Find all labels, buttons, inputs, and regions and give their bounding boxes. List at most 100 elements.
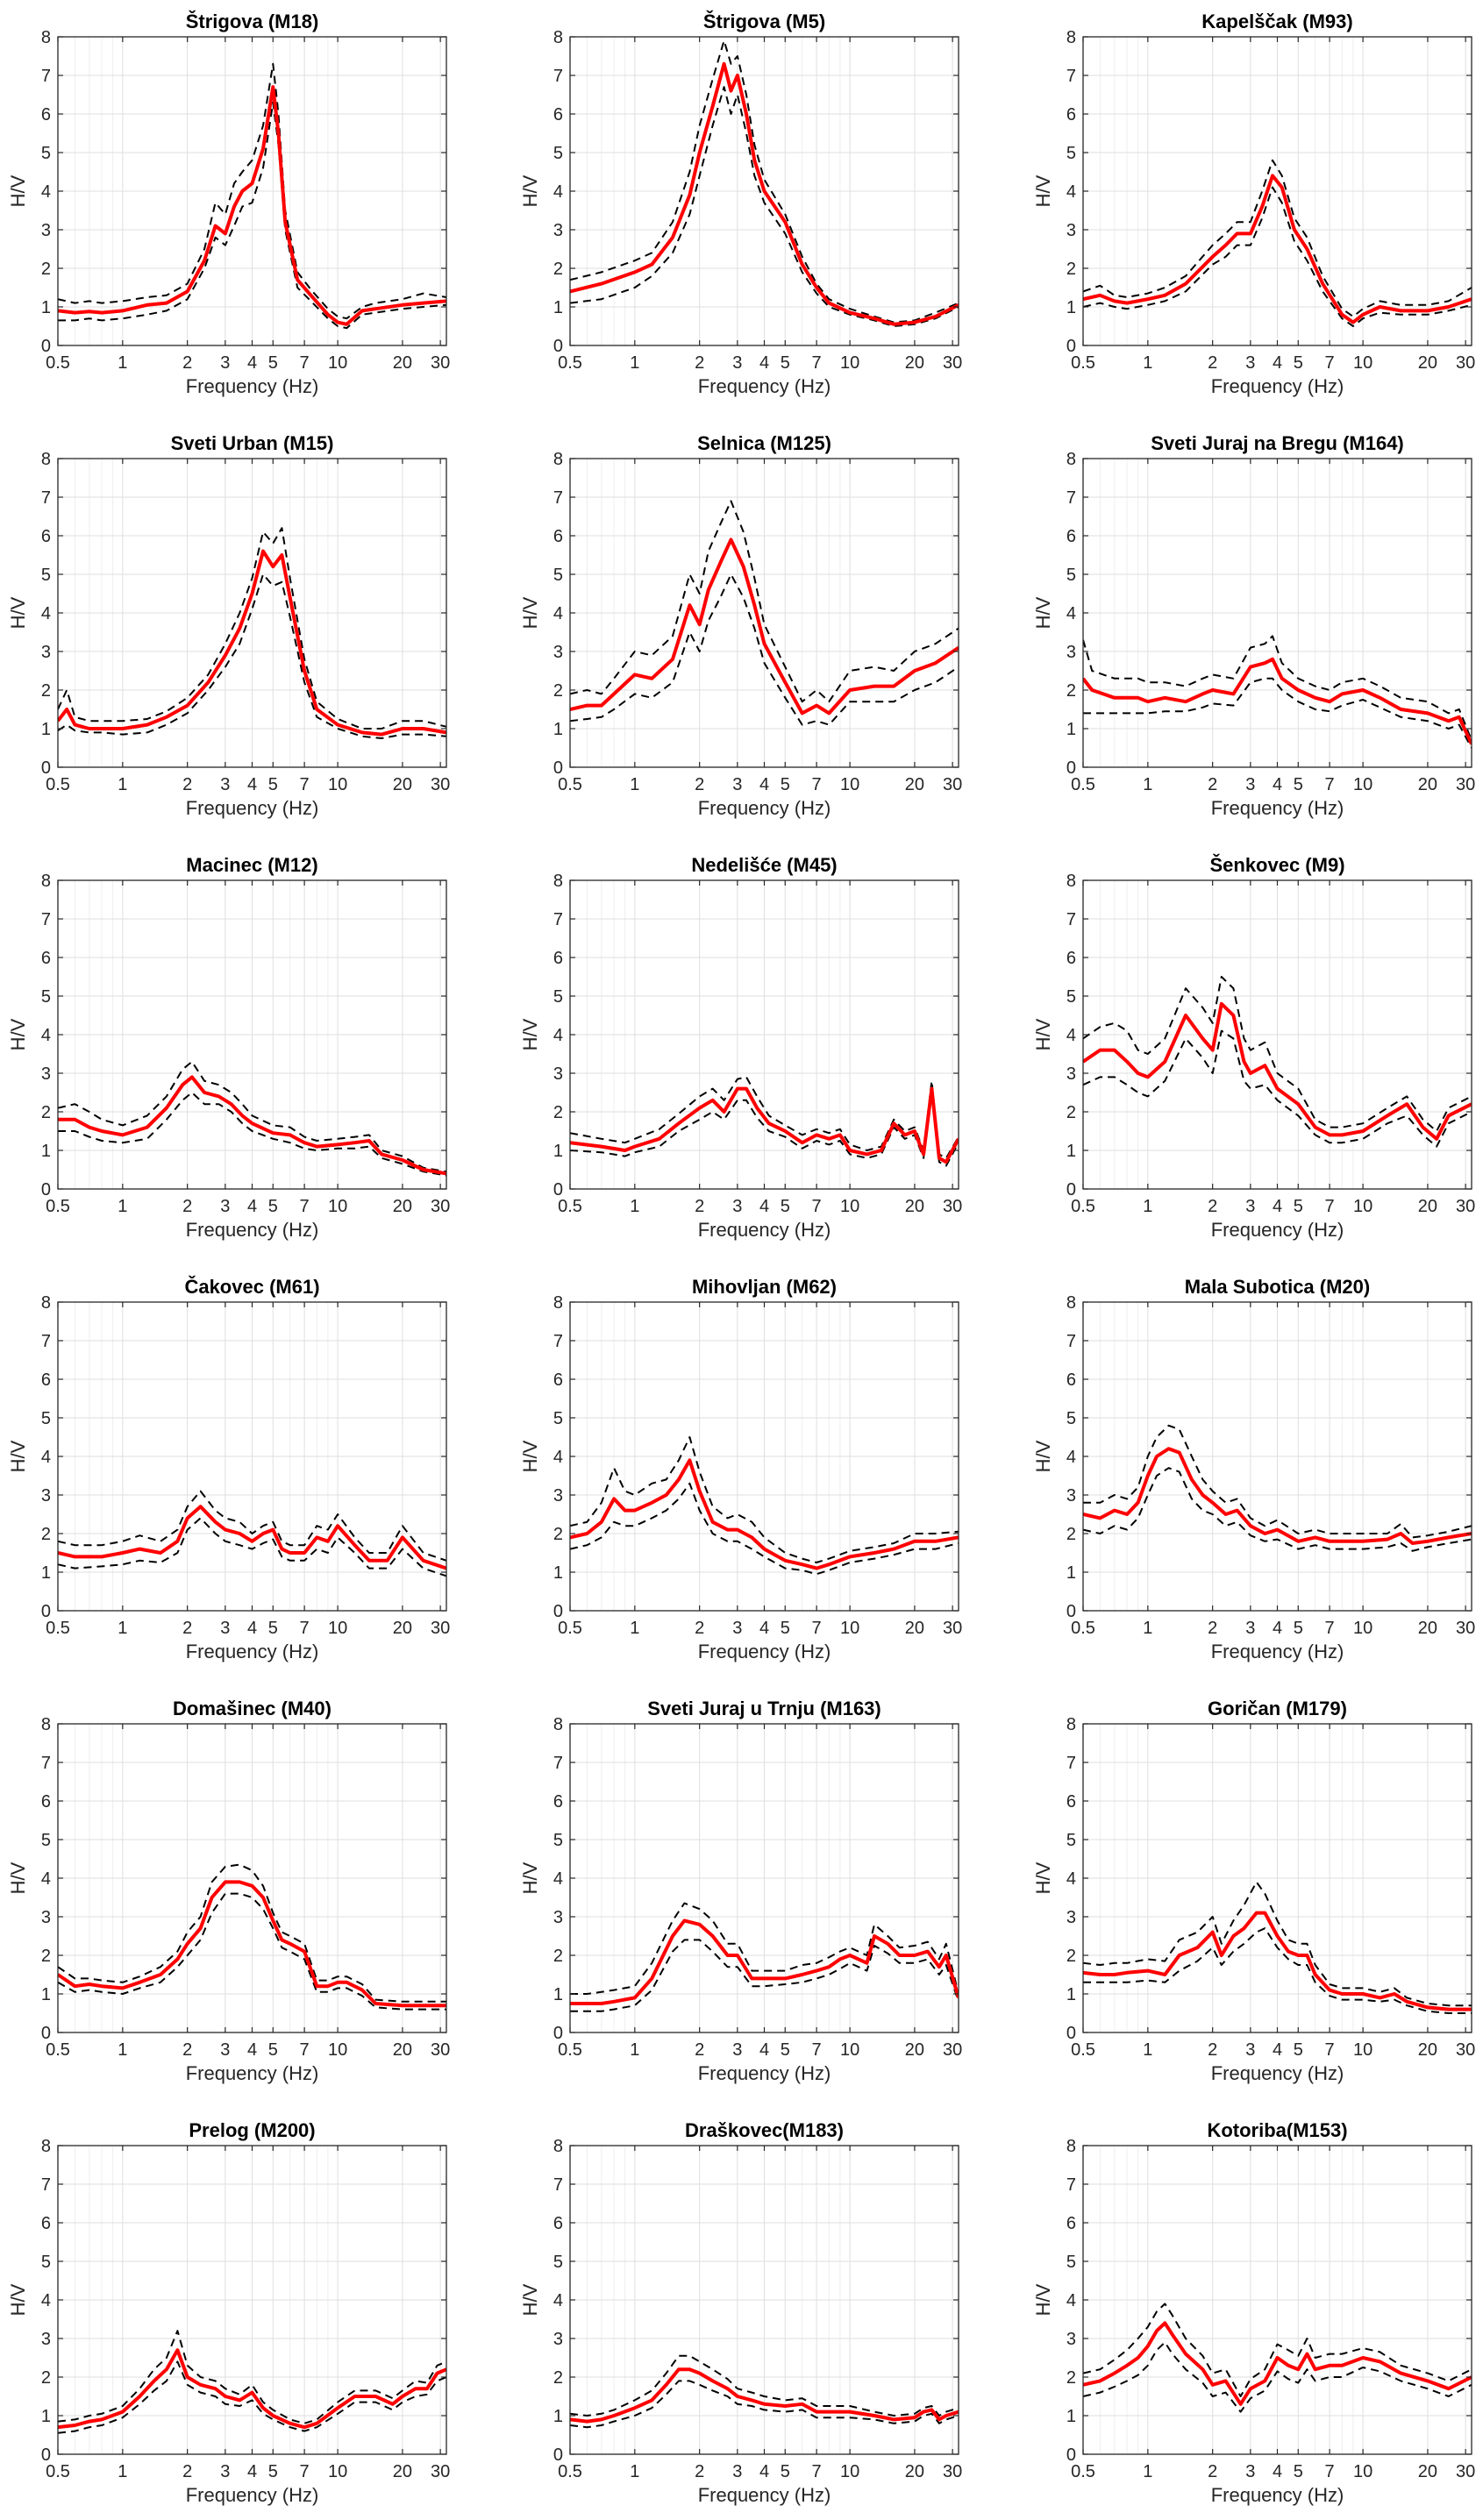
y-tick-label: 1 — [1066, 1985, 1076, 2004]
x-axis-label: Frequency (Hz) — [1211, 1219, 1344, 1241]
x-tick-label: 0.5 — [46, 2462, 70, 2481]
x-tick-label: 30 — [1456, 353, 1475, 373]
x-tick-label: 30 — [1456, 1619, 1475, 1638]
y-tick-label: 6 — [1066, 105, 1076, 125]
y-tick-label: 6 — [41, 105, 51, 125]
lower-std-line — [58, 1892, 446, 2011]
x-tick-label: 4 — [247, 1197, 257, 1216]
y-tick-label: 5 — [553, 566, 563, 585]
y-tick-label: 7 — [41, 67, 51, 86]
x-tick-label: 3 — [1245, 353, 1255, 373]
x-tick-label: 20 — [905, 2040, 924, 2060]
x-axis-label: Frequency (Hz) — [698, 797, 831, 819]
y-axis-label: H/V — [519, 1862, 541, 1894]
y-tick-label: 4 — [1066, 182, 1076, 202]
x-tick-label: 4 — [1273, 1619, 1282, 1638]
y-tick-label: 3 — [553, 643, 563, 662]
x-tick-label: 3 — [1245, 1197, 1255, 1216]
y-tick-label: 3 — [1066, 1908, 1076, 1927]
panel-title: Čakovec (M61) — [184, 1276, 319, 1298]
y-tick-label: 5 — [1066, 987, 1076, 1007]
lower-std-line — [570, 1092, 959, 1167]
upper-std-line — [1083, 635, 1472, 741]
x-tick-label: 3 — [1245, 1619, 1255, 1638]
x-tick-label: 30 — [1456, 1197, 1475, 1216]
y-tick-label: 5 — [1066, 566, 1076, 585]
x-axis-label: Frequency (Hz) — [1211, 375, 1344, 397]
y-axis-label: H/V — [519, 596, 541, 629]
y-tick-label: 5 — [41, 1409, 51, 1428]
x-tick-label: 0.5 — [46, 775, 70, 794]
y-tick-label: 4 — [1066, 1026, 1076, 1045]
x-tick-label: 20 — [905, 2462, 924, 2481]
x-tick-label: 20 — [393, 1619, 412, 1638]
x-tick-label: 1 — [630, 1619, 639, 1638]
x-tick-label: 30 — [943, 353, 962, 373]
y-tick-label: 2 — [553, 1103, 563, 1122]
x-tick-label: 0.5 — [1071, 2040, 1095, 2060]
y-tick-label: 3 — [553, 1908, 563, 1927]
x-tick-label: 3 — [732, 353, 742, 373]
x-tick-label: 0.5 — [46, 1619, 70, 1638]
y-tick-label: 5 — [553, 1409, 563, 1428]
y-axis-label: H/V — [1032, 596, 1054, 629]
y-tick-label: 3 — [1066, 2330, 1076, 2349]
x-tick-label: 10 — [328, 775, 347, 794]
y-tick-label: 3 — [553, 1064, 563, 1084]
mean-hv-line — [58, 1880, 446, 2008]
y-axis-label: H/V — [1032, 174, 1054, 207]
y-tick-label: 5 — [1066, 1831, 1076, 1850]
y-tick-label: 5 — [41, 144, 51, 163]
mean-hv-line — [58, 2348, 446, 2430]
y-tick-label: 3 — [1066, 1486, 1076, 1506]
y-tick-label: 3 — [41, 221, 51, 240]
x-tick-label: 30 — [943, 2040, 962, 2060]
x-tick-label: 10 — [840, 2040, 859, 2060]
x-tick-label: 30 — [1456, 2462, 1475, 2481]
mean-hv-line — [570, 1458, 959, 1570]
y-tick-label: 1 — [1066, 2407, 1076, 2426]
y-tick-label: 2 — [41, 1525, 51, 1544]
y-tick-label: 1 — [1066, 1142, 1076, 1161]
x-tick-label: 10 — [328, 2040, 347, 2060]
x-tick-label: 2 — [695, 775, 704, 794]
y-tick-label: 0 — [553, 1180, 563, 1199]
y-tick-label: 2 — [553, 260, 563, 279]
y-tick-label: 2 — [41, 681, 51, 701]
x-tick-label: 3 — [220, 2462, 230, 2481]
x-tick-label: 2 — [1208, 2040, 1217, 2060]
lower-std-line — [1083, 1029, 1472, 1148]
upper-std-line — [570, 2354, 959, 2417]
y-axis-label: H/V — [519, 1018, 541, 1050]
y-tick-label: 3 — [553, 2330, 563, 2349]
y-tick-label: 0 — [1066, 2024, 1076, 2043]
x-tick-label: 20 — [1418, 1619, 1437, 1638]
y-tick-label: 1 — [553, 298, 563, 317]
x-tick-label: 10 — [1353, 775, 1372, 794]
x-tick-label: 30 — [431, 1197, 450, 1216]
y-tick-label: 1 — [553, 1142, 563, 1161]
y-tick-label: 1 — [553, 2407, 563, 2426]
y-axis-label: H/V — [7, 596, 29, 629]
y-tick-label: 2 — [1066, 681, 1076, 701]
y-tick-label: 6 — [553, 2214, 563, 2233]
y-tick-label: 2 — [1066, 260, 1076, 279]
y-tick-label: 8 — [1066, 2137, 1076, 2156]
x-tick-label: 10 — [840, 2462, 859, 2481]
upper-std-line — [570, 1436, 959, 1563]
upper-std-line — [570, 500, 959, 703]
mean-hv-line — [58, 1505, 446, 1570]
upper-std-line — [1083, 2303, 1472, 2397]
panel-title: Šenkovec (M9) — [1209, 854, 1344, 876]
x-tick-label: 1 — [1143, 1619, 1152, 1638]
y-tick-label: 5 — [1066, 2253, 1076, 2272]
y-tick-label: 6 — [1066, 1370, 1076, 1390]
lower-std-line — [570, 2380, 959, 2429]
y-tick-label: 3 — [41, 1064, 51, 1084]
x-axis-label: Frequency (Hz) — [698, 1219, 831, 1241]
